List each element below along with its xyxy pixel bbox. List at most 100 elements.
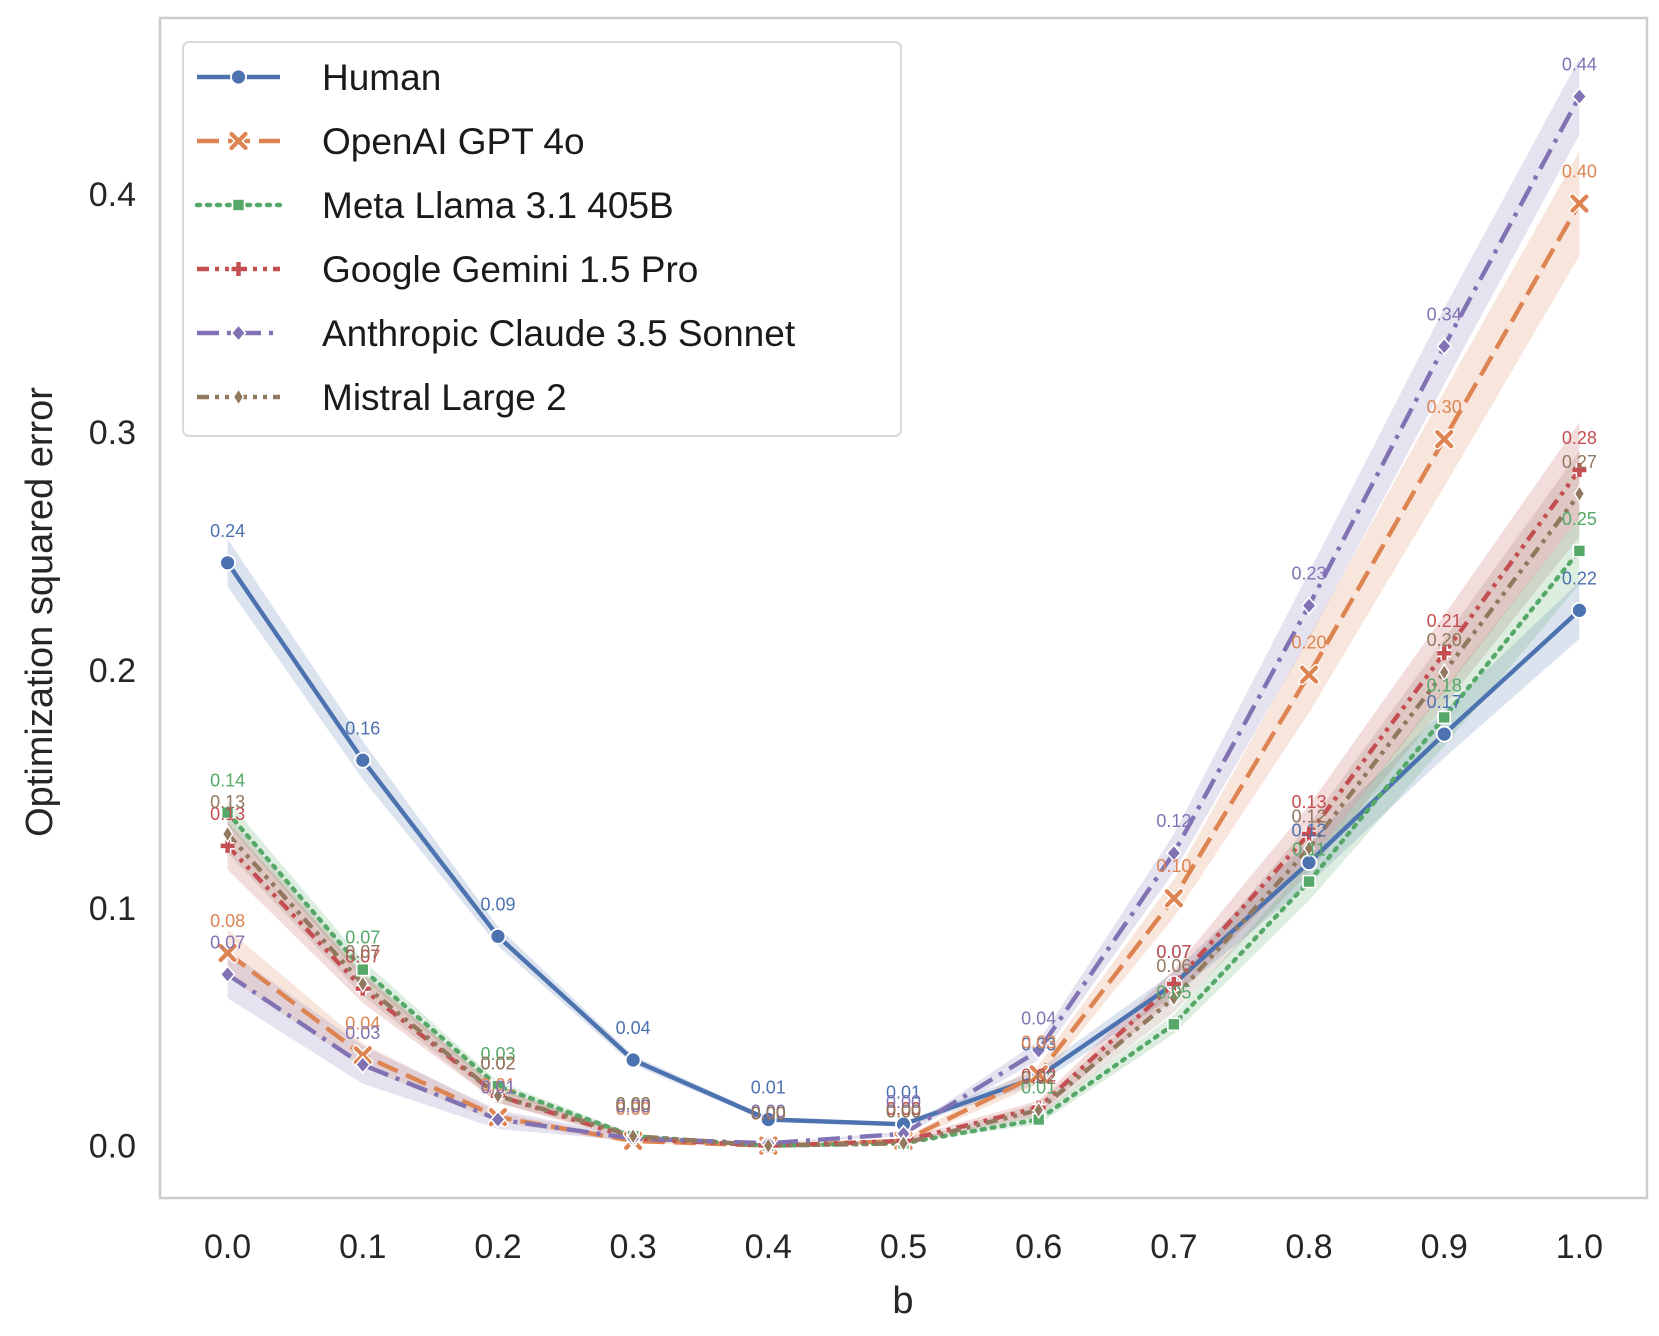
data-label-3-1: 0.07 (345, 947, 380, 967)
data-label-2-7: 0.05 (1156, 982, 1191, 1002)
data-label-2-0: 0.14 (210, 771, 245, 791)
data-label-3-4: 0.00 (751, 1104, 786, 1124)
data-point-5-9 (1438, 662, 1451, 682)
data-point-4-0 (219, 965, 236, 984)
y-axis-ticks: 0.0 0.1 0.2 0.3 0.4 (89, 176, 136, 1166)
data-point-5-5 (897, 1133, 910, 1153)
data-point-5-3 (627, 1126, 639, 1146)
x-tick-label-0: 0.0 (204, 1228, 251, 1266)
data-point-0-2 (489, 927, 507, 945)
data-point-3-8 (1302, 827, 1317, 842)
confidence-band-1 (227, 151, 1580, 1146)
data-label-5-0: 0.13 (210, 792, 245, 812)
data-label-4-1: 0.03 (345, 1023, 380, 1043)
data-label-2-8: 0.11 (1292, 840, 1326, 860)
data-label-4-5: 0.00 (886, 1092, 921, 1112)
legend-box (182, 41, 902, 437)
data-label-2-2: 0.03 (480, 1044, 515, 1064)
x-tick-label-6: 0.6 (1015, 1228, 1062, 1266)
data-label-4-2: 0.01 (480, 1078, 515, 1098)
data-label-3-5: 0.00 (886, 1099, 921, 1119)
data-label-4-9: 0.34 (1427, 304, 1462, 324)
data-point-5-1 (356, 974, 369, 994)
data-point-0-10 (1571, 601, 1588, 619)
data-label-3-3: 0.00 (616, 1097, 651, 1117)
legend-label-3: Google Gemini 1.5 Pro (322, 249, 698, 290)
data-labels: 0.24 0.16 0.09 0.04 0.01 0.01 0.03 0.07 0.12 0.17… (210, 55, 1597, 1124)
legend-marker-2 (231, 198, 246, 212)
data-label-5-9: 0.20 (1427, 630, 1462, 650)
data-label-4-4: 0.00 (751, 1101, 786, 1121)
data-label-1-2: 0.01 (480, 1075, 515, 1095)
legend-label-1: OpenAI GPT 4o (322, 121, 585, 162)
legend: Human OpenAI GPT 4o Meta Llama 3.1 405B Goo… (182, 41, 902, 437)
data-label-1-0: 0.08 (210, 911, 245, 931)
data-label-5-1: 0.07 (345, 942, 380, 962)
data-label-4-0: 0.07 (210, 932, 245, 952)
data-point-0-3 (624, 1051, 642, 1069)
data-point-3-7 (1166, 976, 1181, 991)
data-label-2-1: 0.07 (345, 928, 380, 948)
data-label-3-0: 0.13 (210, 804, 245, 824)
data-point-5-10 (1573, 484, 1586, 504)
x-tick-label-8: 0.8 (1285, 1228, 1332, 1266)
data-point-0-1 (354, 751, 372, 769)
legend-items: Human OpenAI GPT 4o Meta Llama 3.1 405B Goo… (194, 57, 796, 418)
legend-marker-0 (230, 68, 247, 86)
x-tick-label-5: 0.5 (880, 1228, 927, 1266)
legend-marker-5 (232, 387, 245, 407)
data-point-4-10 (1571, 87, 1588, 106)
data-label-5-8: 0.12 (1291, 806, 1326, 826)
data-label-1-4: 0.00 (751, 1104, 786, 1124)
data-label-3-10: 0.28 (1562, 428, 1597, 448)
data-label-2-3: 0.00 (616, 1094, 651, 1114)
data-point-1-9 (1435, 429, 1454, 449)
data-point-5-4 (762, 1136, 775, 1155)
legend-label-2: Meta Llama 3.1 405B (322, 185, 674, 226)
x-tick-label-2: 0.2 (474, 1228, 521, 1266)
data-label-0-8: 0.12 (1291, 821, 1326, 841)
data-label-1-1: 0.04 (345, 1013, 380, 1033)
data-point-3-10 (1572, 463, 1587, 478)
data-point-1-8 (1299, 665, 1319, 684)
data-label-1-5: 0.00 (886, 1099, 921, 1119)
data-label-1-7: 0.10 (1156, 856, 1191, 876)
data-label-1-9: 0.30 (1427, 397, 1462, 417)
x-axis-ticks: 0.0 0.1 0.2 0.3 0.4 0.5 0.6 0.7 0.8 0.9 1.0 (204, 1228, 1603, 1266)
x-tick-label-10: 1.0 (1556, 1228, 1603, 1266)
x-tick-label-9: 0.9 (1421, 1228, 1468, 1266)
data-label-4-10: 0.44 (1562, 55, 1597, 75)
series-markers (217, 87, 1590, 1157)
data-point-4-9 (1436, 337, 1453, 356)
data-label-2-5: 0.00 (886, 1101, 921, 1121)
data-label-3-6: 0.02 (1021, 1066, 1056, 1086)
data-point-0-0 (219, 554, 236, 572)
y-tick-label-0: 0.0 (89, 1128, 136, 1166)
legend-label-0: Human (322, 57, 441, 98)
legend-marker-4 (230, 323, 247, 343)
legend-label-4: Anthropic Claude 3.5 Sonnet (322, 313, 796, 354)
data-point-4-8 (1300, 596, 1318, 615)
data-point-1-7 (1164, 889, 1183, 908)
data-label-3-2: 0.02 (480, 1054, 515, 1074)
x-tick-label-3: 0.3 (609, 1228, 656, 1266)
data-point-1-10 (1570, 194, 1589, 213)
data-label-3-9: 0.21 (1427, 611, 1462, 631)
data-point-1-0 (218, 943, 237, 963)
data-point-4-1 (354, 1055, 371, 1074)
data-label-5-6: 0.02 (1021, 1068, 1056, 1088)
data-label-4-6: 0.04 (1021, 1009, 1056, 1029)
y-tick-label-1: 0.1 (89, 890, 136, 928)
data-label-2-6: 0.01 (1021, 1078, 1056, 1098)
data-label-1-10: 0.40 (1562, 162, 1597, 182)
y-tick-label-3: 0.3 (89, 414, 136, 452)
data-label-0-5: 0.01 (886, 1082, 921, 1102)
data-label-0-3: 0.04 (616, 1018, 651, 1038)
data-label-5-2: 0.02 (480, 1054, 515, 1074)
data-point-5-2 (492, 1086, 504, 1106)
data-point-5-8 (1303, 838, 1315, 858)
data-point-5-7 (1168, 988, 1180, 1008)
data-label-2-9: 0.18 (1427, 675, 1462, 695)
